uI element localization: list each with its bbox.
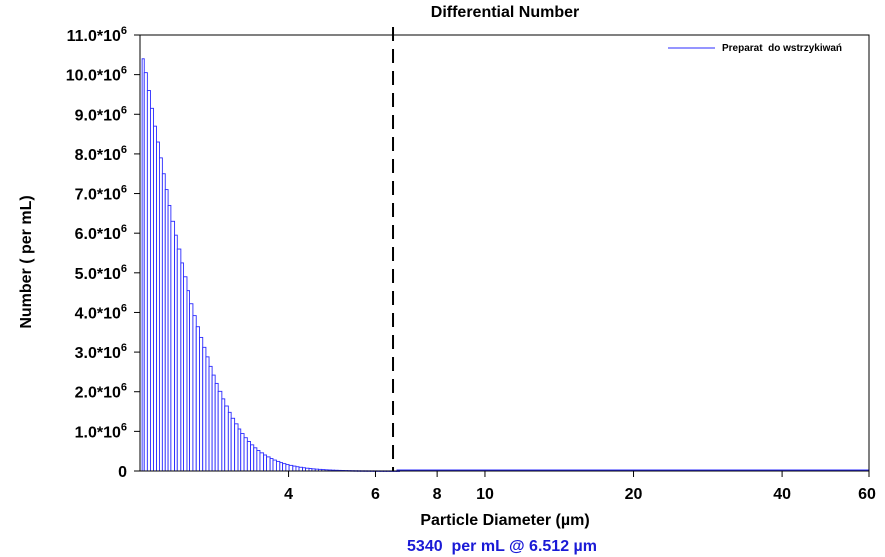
histogram-bar: [195, 326, 200, 472]
y-tick-label: 7.0*106: [75, 184, 127, 204]
x-tick-label: 40: [773, 486, 791, 503]
x-axis-label: Particle Diameter (µm): [420, 512, 589, 529]
histogram-bar: [282, 463, 287, 472]
y-tick-label: 6.0*106: [75, 223, 127, 243]
y-tick-label: 9.0*106: [75, 104, 127, 124]
histogram-bar: [292, 465, 297, 472]
y-axis-label: Number ( per mL): [18, 195, 35, 328]
histogram-bar: [256, 450, 261, 472]
histogram-bar: [250, 444, 255, 472]
x-tick-label: 4: [284, 486, 293, 503]
x-tick-label: 10: [476, 486, 494, 503]
x-tick-label: 20: [625, 486, 643, 503]
histogram-bar: [253, 447, 258, 472]
x-tick-label: 8: [433, 486, 442, 503]
x-axis-ticks: 4 6 8 10 20 40 60: [284, 471, 876, 503]
histogram-bar: [205, 356, 210, 472]
histogram-bar: [143, 72, 148, 472]
x-tick-label: 60: [858, 486, 876, 503]
y-tick-label: 8.0*106: [75, 144, 127, 164]
histogram-bar: [176, 248, 182, 472]
histogram-bar: [266, 456, 271, 472]
legend: Preparat do wstrzykiwań: [668, 43, 842, 54]
histogram-bar: [259, 452, 265, 472]
histogram-bar: [202, 346, 207, 472]
histogram-bar: [146, 90, 151, 472]
histogram-bar: [298, 466, 304, 472]
histogram-bar: [183, 276, 188, 472]
histogram-bar: [234, 423, 239, 472]
x-tick-label: 6: [371, 486, 380, 503]
y-tick-label: 0: [118, 464, 127, 481]
y-tick-label: 11.0*106: [67, 25, 127, 45]
histogram-bar: [217, 390, 223, 472]
histogram-bar: [211, 374, 216, 472]
histogram-bar: [272, 459, 277, 472]
bar-series: [141, 58, 869, 472]
histogram-bar: [199, 336, 204, 472]
y-axis-ticks: 0 1.0*106 2.0*106 3.0*106 4.0*106 5.0*106 6.0*…: [66, 25, 140, 481]
y-tick-label: 4.0*106: [75, 302, 127, 322]
histogram-bar: [240, 433, 245, 472]
histogram-bar: [224, 405, 229, 472]
histogram-bar: [275, 460, 281, 472]
y-tick-label: 2.0*106: [75, 382, 127, 402]
histogram-bar: [192, 315, 197, 472]
y-tick-label: 3.0*106: [75, 342, 127, 362]
y-tick-label: 10.0*106: [66, 65, 127, 85]
histogram-bar: [150, 107, 154, 472]
legend-label: Preparat do wstrzykiwań: [722, 43, 842, 54]
histogram-bar: [288, 464, 294, 472]
plot-frame: [139, 34, 870, 472]
chart-title: Differential Number: [431, 4, 579, 21]
histogram-bar: [208, 365, 213, 472]
histogram-bar: [285, 464, 290, 472]
y-tick-label: 5.0*106: [75, 263, 127, 283]
histogram-bar: [230, 417, 236, 472]
histogram-bar: [189, 303, 194, 472]
cursor-readout: 5340 per mL @ 6.512 µm: [407, 538, 597, 555]
histogram-bar: [295, 466, 300, 472]
y-tick-label: 1.0*106: [75, 421, 127, 441]
histogram-bar: [246, 441, 252, 472]
histogram-bar: [170, 220, 176, 472]
histogram-bar: [243, 437, 248, 472]
